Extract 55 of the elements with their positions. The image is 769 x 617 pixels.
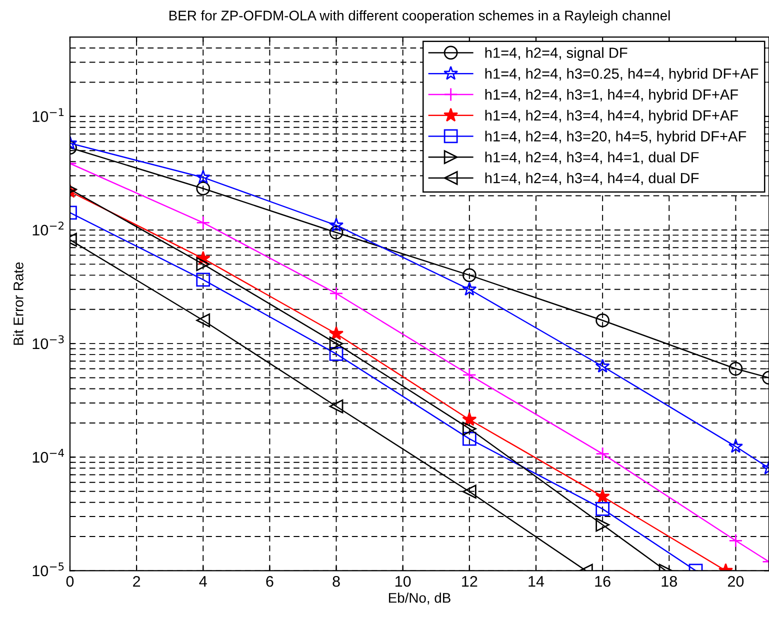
x-tick-label: 2 bbox=[133, 576, 140, 587]
x-tick-label: 4 bbox=[199, 576, 207, 587]
point bbox=[462, 368, 476, 382]
point bbox=[595, 358, 610, 373]
point bbox=[728, 438, 744, 453]
y-tick-label: 10$^{−5}$ bbox=[32, 562, 64, 576]
point bbox=[196, 170, 210, 184]
x-tick-label: 12 bbox=[462, 576, 478, 587]
point bbox=[329, 336, 344, 351]
y-tick-label: 10$^{−2}$ bbox=[32, 222, 64, 236]
x-axis-title: Eb/No, dB bbox=[388, 592, 450, 604]
x-tick-label: 16 bbox=[595, 576, 610, 587]
point bbox=[596, 518, 610, 532]
legend-label: h1=4, h2=4, signal DF bbox=[485, 47, 628, 61]
legend-label: h1=4, h2=4, h3=1, h4=4, hybrid DF+AF bbox=[485, 89, 738, 103]
y-axis-title: Bit Error Rate bbox=[13, 262, 24, 345]
point bbox=[328, 218, 344, 232]
point bbox=[462, 412, 477, 426]
point bbox=[596, 502, 610, 516]
x-tick-label: 8 bbox=[332, 576, 340, 587]
x-tick-label: 6 bbox=[266, 576, 274, 587]
legend-label: h1=4, h2=4, h3=4, h4=4, dual DF bbox=[485, 172, 699, 185]
legend-label: h1=4, h2=4, h3=0.25, h4=4, hybrid DF+AF bbox=[485, 68, 758, 82]
legend-label: h1=4, h2=4, h3=4, h4=4, hybrid DF+AF bbox=[485, 110, 738, 124]
chart-title: BER for ZP-OFDM-OLA with different cooperation schemes in a Rayleigh channel bbox=[169, 10, 670, 24]
x-tick-label: 20 bbox=[728, 576, 744, 587]
point bbox=[596, 446, 610, 461]
point bbox=[329, 399, 344, 414]
y-tick-label: 10$^{−4}$ bbox=[32, 448, 64, 463]
point bbox=[196, 313, 210, 328]
y-tick-label: 10$^{−3}$ bbox=[32, 335, 64, 350]
x-tick-label: 10 bbox=[396, 576, 411, 587]
legend-label: h1=4, h2=4, h3=20, h4=5, hybrid DF+AF bbox=[485, 130, 746, 144]
point bbox=[196, 257, 210, 272]
point bbox=[329, 226, 344, 240]
point bbox=[595, 488, 610, 503]
legend-label: h1=4, h2=4, h3=4, h4=1, dual DF bbox=[485, 152, 699, 164]
x-tick-label: 18 bbox=[662, 576, 677, 587]
y-tick-label: 10$^{−1}$ bbox=[32, 108, 64, 122]
point bbox=[462, 432, 476, 446]
point bbox=[462, 422, 476, 436]
point bbox=[328, 326, 344, 340]
point bbox=[462, 282, 477, 296]
point bbox=[329, 347, 344, 361]
point bbox=[596, 313, 610, 328]
point bbox=[196, 216, 210, 230]
point bbox=[728, 534, 743, 548]
point bbox=[462, 484, 476, 499]
point bbox=[462, 268, 476, 282]
point bbox=[728, 362, 743, 376]
point bbox=[196, 182, 210, 196]
x-tick-label: 0 bbox=[66, 576, 74, 587]
point bbox=[196, 272, 210, 287]
point bbox=[329, 286, 344, 300]
x-tick-label: 14 bbox=[528, 576, 544, 587]
